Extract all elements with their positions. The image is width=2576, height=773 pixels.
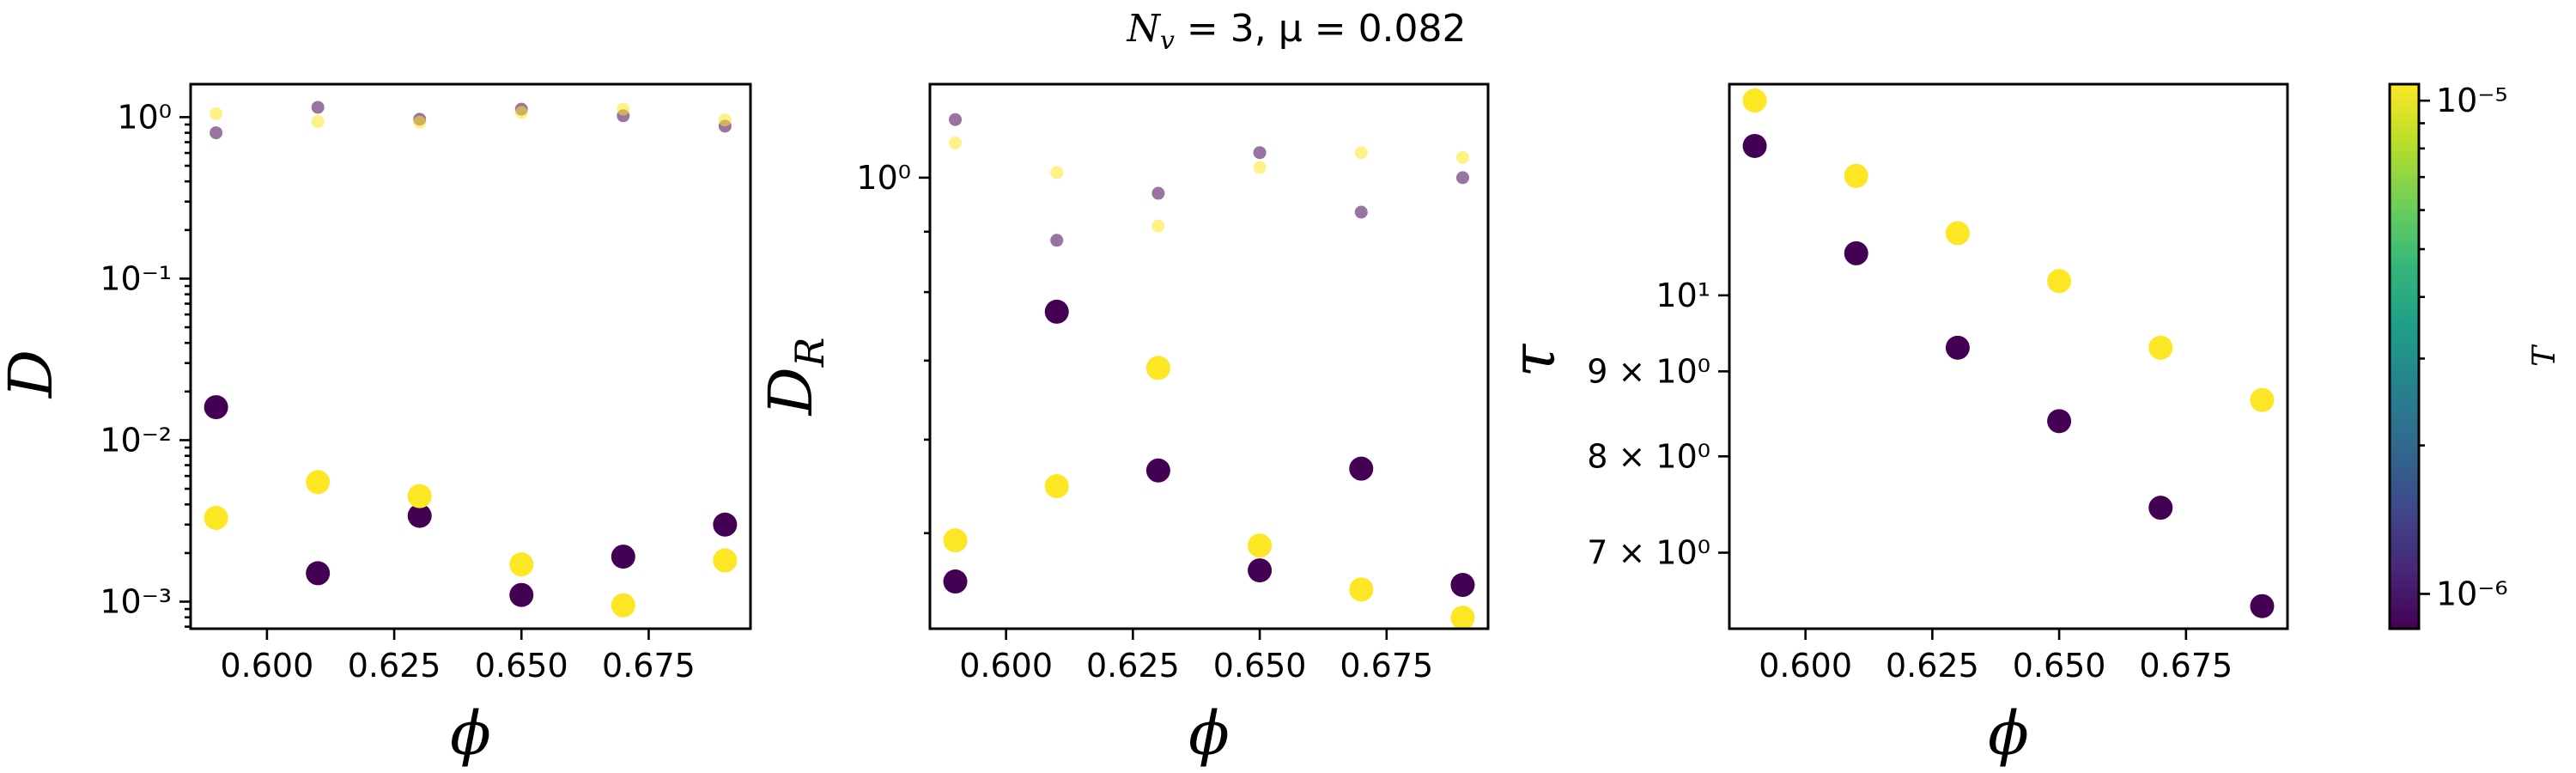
x-tick-label: 0.650 — [475, 647, 568, 685]
data-point — [1450, 573, 1475, 598]
data-point-small — [1253, 146, 1267, 160]
x-tick-label: 0.625 — [348, 647, 441, 685]
data-point — [1248, 533, 1273, 558]
data-point-small — [1455, 171, 1469, 185]
y-axis-label: D — [0, 350, 66, 399]
y-axis-label: DR — [756, 338, 833, 417]
x-tick-label: 0.675 — [602, 647, 696, 685]
data-point-small — [949, 113, 963, 126]
data-point-small — [1050, 234, 1064, 247]
y-tick-label: 7 × 10⁰ — [1587, 533, 1710, 571]
y-tick-label: 9 × 10⁰ — [1587, 352, 1710, 390]
data-point — [306, 561, 331, 586]
data-point — [509, 582, 534, 607]
colorbar-label: T — [2527, 344, 2562, 367]
data-point — [1844, 163, 1868, 188]
colorbar-gradient — [2390, 84, 2419, 629]
data-point — [2250, 593, 2275, 618]
data-point-small — [413, 115, 427, 129]
y-tick-label: 10¹ — [1656, 277, 1710, 314]
y-tick-label: 8 × 10⁰ — [1587, 437, 1710, 475]
y-axis-label: τ — [1498, 343, 1569, 377]
data-point-small — [1151, 186, 1165, 200]
x-tick-label: 0.675 — [2139, 647, 2233, 685]
data-point — [2148, 496, 2173, 520]
data-point — [611, 545, 635, 569]
data-point — [204, 506, 228, 531]
data-point — [306, 470, 331, 495]
data-point-small — [1354, 146, 1368, 160]
y-tick-label: 10⁰ — [856, 159, 911, 197]
data-point — [1450, 606, 1475, 630]
data-point-small — [617, 102, 630, 116]
y-tick-label: 10⁻³ — [100, 583, 172, 621]
x-tick-label: 0.600 — [1759, 647, 1852, 685]
data-point — [1044, 474, 1069, 499]
colorbar-tick-label: 10⁻⁵ — [2436, 82, 2508, 119]
data-point-small — [1050, 166, 1064, 180]
axes-frame — [189, 82, 752, 630]
x-axis-label: ϕ — [1988, 698, 2029, 769]
data-point-small — [1354, 205, 1368, 219]
panel-D: 10⁻³ 10⁻² 10⁻¹ 10⁰ 0.600 0.625 0.650 0.675 ϕ D — [0, 82, 752, 769]
data-point — [407, 484, 432, 508]
x-tick-label: 0.625 — [1086, 647, 1180, 685]
data-point — [2047, 269, 2072, 294]
data-point — [2148, 335, 2173, 360]
panel-DR: 10⁰ 0.600 0.625 0.650 0.675 ϕ DR — [756, 82, 1490, 769]
data-point — [943, 569, 968, 594]
data-point-small — [311, 100, 325, 114]
data-point-small — [1151, 219, 1165, 233]
x-axis-label: ϕ — [1188, 698, 1230, 769]
data-point — [1248, 558, 1273, 583]
data-point-small — [1455, 150, 1469, 164]
data-point — [407, 503, 432, 528]
data-point-small — [1253, 161, 1267, 174]
data-point — [1145, 356, 1170, 380]
colorbar-tick-label: 10⁻⁶ — [2436, 575, 2508, 612]
panel-tau: 7 × 10⁰ 8 × 10⁰ 9 × 10⁰ 10¹ 0.600 0.625 0.650 0… — [1498, 82, 2289, 769]
data-point — [2250, 387, 2275, 412]
x-tick-label: 0.650 — [1213, 647, 1307, 685]
axes-frame — [928, 82, 1490, 630]
data-point — [713, 512, 738, 537]
data-point — [1145, 458, 1170, 483]
data-point-small — [718, 113, 732, 127]
y-tick-label: 10⁰ — [117, 98, 172, 136]
data-point — [509, 552, 534, 577]
x-axis-label: ϕ — [450, 698, 491, 769]
data-point-small — [311, 114, 325, 128]
data-point — [1349, 456, 1374, 481]
data-point — [204, 395, 228, 420]
data-point — [2047, 409, 2072, 434]
data-point — [1742, 88, 1767, 113]
data-point — [611, 593, 635, 618]
y-tick-label: 10⁻¹ — [100, 259, 172, 297]
x-tick-label: 0.650 — [2013, 647, 2106, 685]
colorbar: 10⁻⁶ 10⁻⁵ T — [2388, 82, 2562, 630]
x-tick-label: 0.600 — [221, 647, 314, 685]
data-point — [1742, 133, 1767, 158]
y-tick-label: 10⁻² — [100, 421, 172, 459]
x-tick-label: 0.600 — [959, 647, 1053, 685]
x-tick-label: 0.675 — [1340, 647, 1433, 685]
data-point — [713, 548, 738, 573]
data-point — [1349, 577, 1374, 602]
colorbar-frame — [2388, 82, 2421, 630]
data-point — [1945, 335, 1970, 360]
data-point — [1844, 240, 1868, 265]
data-point-small — [210, 107, 223, 120]
figure-title: Nv = 3, μ = 0.082 — [1126, 7, 1466, 56]
axes-frame — [1728, 82, 2289, 630]
data-point — [943, 528, 968, 553]
data-point — [1044, 299, 1069, 324]
data-point-small — [949, 136, 963, 149]
data-point — [1945, 221, 1970, 246]
x-tick-label: 0.625 — [1886, 647, 1979, 685]
data-point-small — [210, 126, 223, 140]
data-point-small — [514, 106, 528, 119]
